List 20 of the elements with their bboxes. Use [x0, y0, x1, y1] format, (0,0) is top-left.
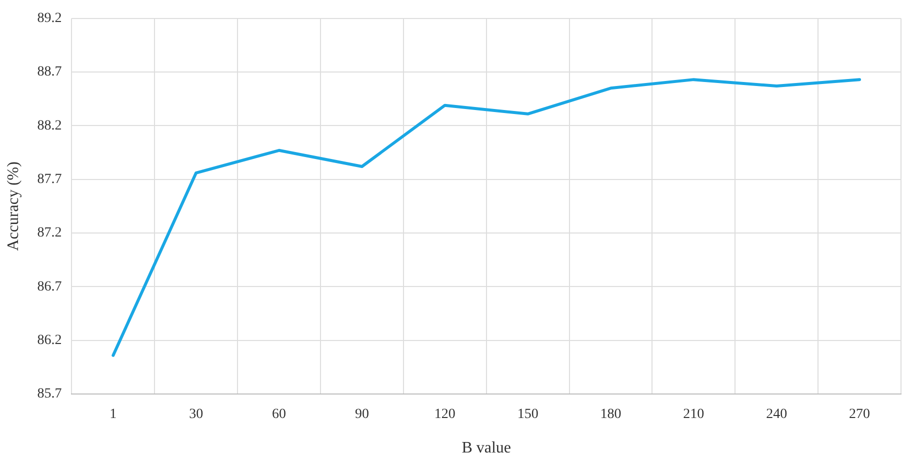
y-tick-label: 88.7 [37, 64, 62, 80]
y-tick-label: 89.2 [37, 11, 62, 26]
x-tick-label: 90 [354, 407, 369, 422]
x-axis-title: B value [462, 440, 512, 457]
x-tick-label: 120 [434, 407, 456, 422]
y-axis-title: Accuracy (%) [4, 162, 22, 251]
y-tick-label: 85.7 [37, 386, 62, 402]
x-tick-label: 30 [189, 407, 204, 422]
y-tick-label: 86.7 [37, 279, 62, 294]
x-tick-label: 180 [600, 407, 622, 422]
x-tick-label: 150 [517, 407, 538, 422]
x-tick-label: 240 [766, 407, 788, 422]
x-tick-label: 1 [110, 407, 117, 422]
x-tick-label: 210 [683, 407, 704, 422]
x-tick-label: 270 [849, 407, 870, 422]
y-tick-label: 87.2 [37, 226, 62, 241]
x-tick-label: 60 [272, 407, 286, 422]
y-tick-label: 88.2 [37, 118, 62, 134]
y-tick-label: 87.7 [37, 172, 62, 188]
y-tick-label: 86.2 [37, 333, 62, 348]
